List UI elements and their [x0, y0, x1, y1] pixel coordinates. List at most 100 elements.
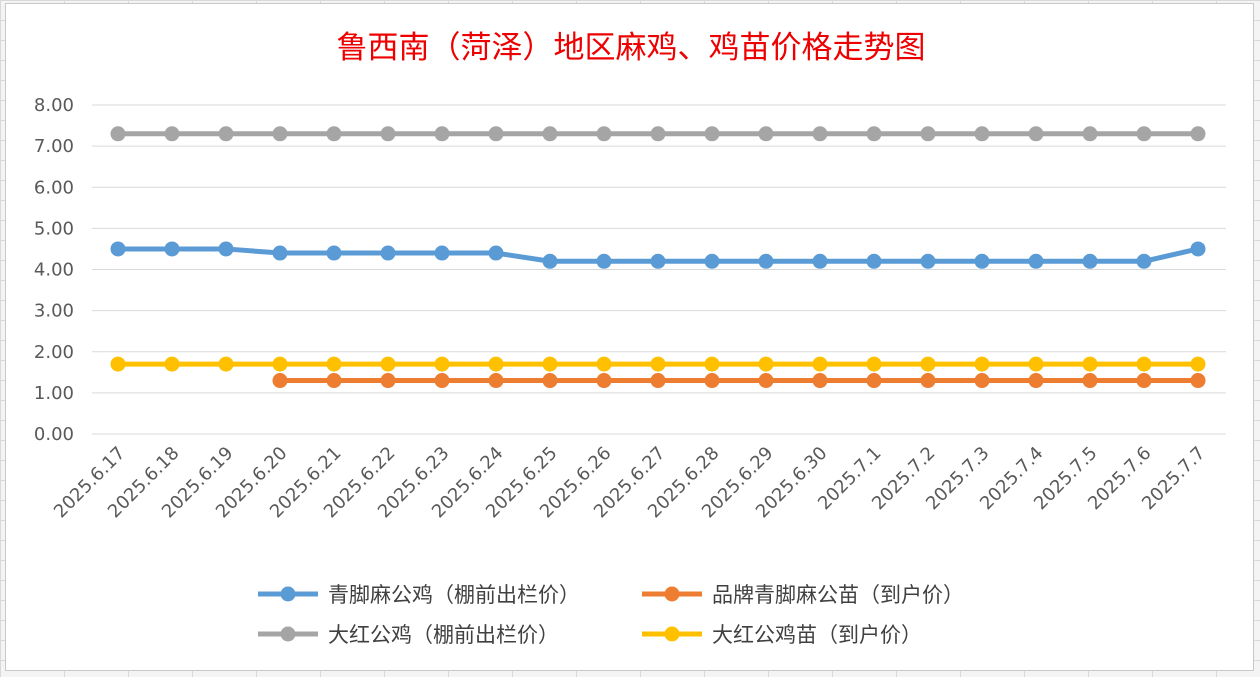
data-point: [164, 241, 180, 257]
data-point: [1082, 126, 1098, 142]
data-point: [434, 373, 450, 389]
data-point: [596, 373, 612, 389]
data-point: [326, 126, 342, 142]
y-tick-label: 6.00: [34, 177, 74, 198]
data-point: [650, 373, 666, 389]
data-point: [272, 356, 288, 372]
y-tick-label: 4.00: [34, 260, 74, 281]
data-point: [1136, 356, 1152, 372]
data-point: [542, 356, 558, 372]
data-point: [110, 241, 126, 257]
data-point: [272, 245, 288, 261]
data-point: [1190, 126, 1206, 142]
data-point: [1190, 356, 1206, 372]
data-point: [866, 373, 882, 389]
data-point: [650, 356, 666, 372]
data-point: [488, 373, 504, 389]
data-point: [866, 126, 882, 142]
y-tick-label: 8.00: [34, 95, 74, 116]
data-point: [812, 253, 828, 269]
data-point: [434, 356, 450, 372]
chart-title: 鲁西南（菏泽）地区麻鸡、鸡苗价格走势图: [337, 30, 926, 66]
series-0: [110, 241, 1206, 269]
data-point: [1028, 253, 1044, 269]
legend-item[interactable]: 大红公鸡苗（到户价）: [642, 623, 922, 647]
data-point: [218, 241, 234, 257]
legend-item[interactable]: 青脚麻公鸡（棚前出栏价）: [258, 583, 580, 607]
data-point: [704, 373, 720, 389]
legend-item[interactable]: 大红公鸡（棚前出栏价）: [258, 623, 559, 647]
data-point: [812, 373, 828, 389]
data-point: [1136, 373, 1152, 389]
data-point: [596, 126, 612, 142]
data-point: [974, 373, 990, 389]
data-point: [380, 356, 396, 372]
data-point: [164, 356, 180, 372]
data-point: [812, 356, 828, 372]
data-point: [1028, 126, 1044, 142]
y-tick-label: 7.00: [34, 136, 74, 157]
data-point: [380, 245, 396, 261]
legend-label: 大红公鸡（棚前出栏价）: [328, 623, 559, 647]
data-point: [1136, 253, 1152, 269]
data-point: [758, 253, 774, 269]
data-point: [488, 356, 504, 372]
legend-item[interactable]: 品牌青脚麻公苗（到户价）: [642, 583, 964, 607]
data-point: [1190, 241, 1206, 257]
legend-label: 青脚麻公鸡（棚前出栏价）: [328, 583, 580, 607]
data-point: [812, 126, 828, 142]
data-point: [542, 253, 558, 269]
data-point: [704, 126, 720, 142]
data-point: [758, 126, 774, 142]
data-point: [272, 373, 288, 389]
data-point: [1136, 126, 1152, 142]
y-tick-label: 1.00: [34, 383, 74, 404]
data-point: [218, 356, 234, 372]
data-point: [380, 126, 396, 142]
data-point: [488, 126, 504, 142]
legend-marker-icon: [664, 626, 680, 642]
data-point: [1190, 373, 1206, 389]
data-point: [488, 245, 504, 261]
data-point: [704, 356, 720, 372]
series-2: [110, 126, 1206, 142]
data-point: [1082, 356, 1098, 372]
data-point: [326, 245, 342, 261]
data-point: [1082, 253, 1098, 269]
data-point: [866, 253, 882, 269]
data-point: [434, 245, 450, 261]
legend-label: 大红公鸡苗（到户价）: [712, 623, 922, 647]
legend-marker-icon: [664, 586, 680, 602]
data-point: [866, 356, 882, 372]
data-point: [596, 253, 612, 269]
y-tick-label: 0.00: [34, 424, 74, 445]
legend-label: 品牌青脚麻公苗（到户价）: [712, 583, 964, 607]
data-point: [1028, 356, 1044, 372]
data-point: [920, 253, 936, 269]
data-point: [920, 356, 936, 372]
y-tick-label: 3.00: [34, 301, 74, 322]
data-point: [326, 373, 342, 389]
data-point: [380, 373, 396, 389]
data-point: [326, 356, 342, 372]
y-tick-label: 2.00: [34, 342, 74, 363]
data-point: [272, 126, 288, 142]
data-point: [650, 126, 666, 142]
data-point: [218, 126, 234, 142]
data-point: [920, 373, 936, 389]
data-point: [920, 126, 936, 142]
data-point: [1082, 373, 1098, 389]
data-point: [542, 126, 558, 142]
data-point: [758, 356, 774, 372]
chart-area[interactable]: 鲁西南（菏泽）地区麻鸡、鸡苗价格走势图 0.00 1.00 2.00 3.00 4.00…: [5, 3, 1254, 671]
data-point: [164, 126, 180, 142]
data-point: [596, 356, 612, 372]
data-point: [704, 253, 720, 269]
data-point: [110, 126, 126, 142]
data-point: [1028, 373, 1044, 389]
data-point: [758, 373, 774, 389]
data-point: [542, 373, 558, 389]
data-point: [974, 126, 990, 142]
data-point: [974, 356, 990, 372]
legend-marker-icon: [280, 626, 296, 642]
